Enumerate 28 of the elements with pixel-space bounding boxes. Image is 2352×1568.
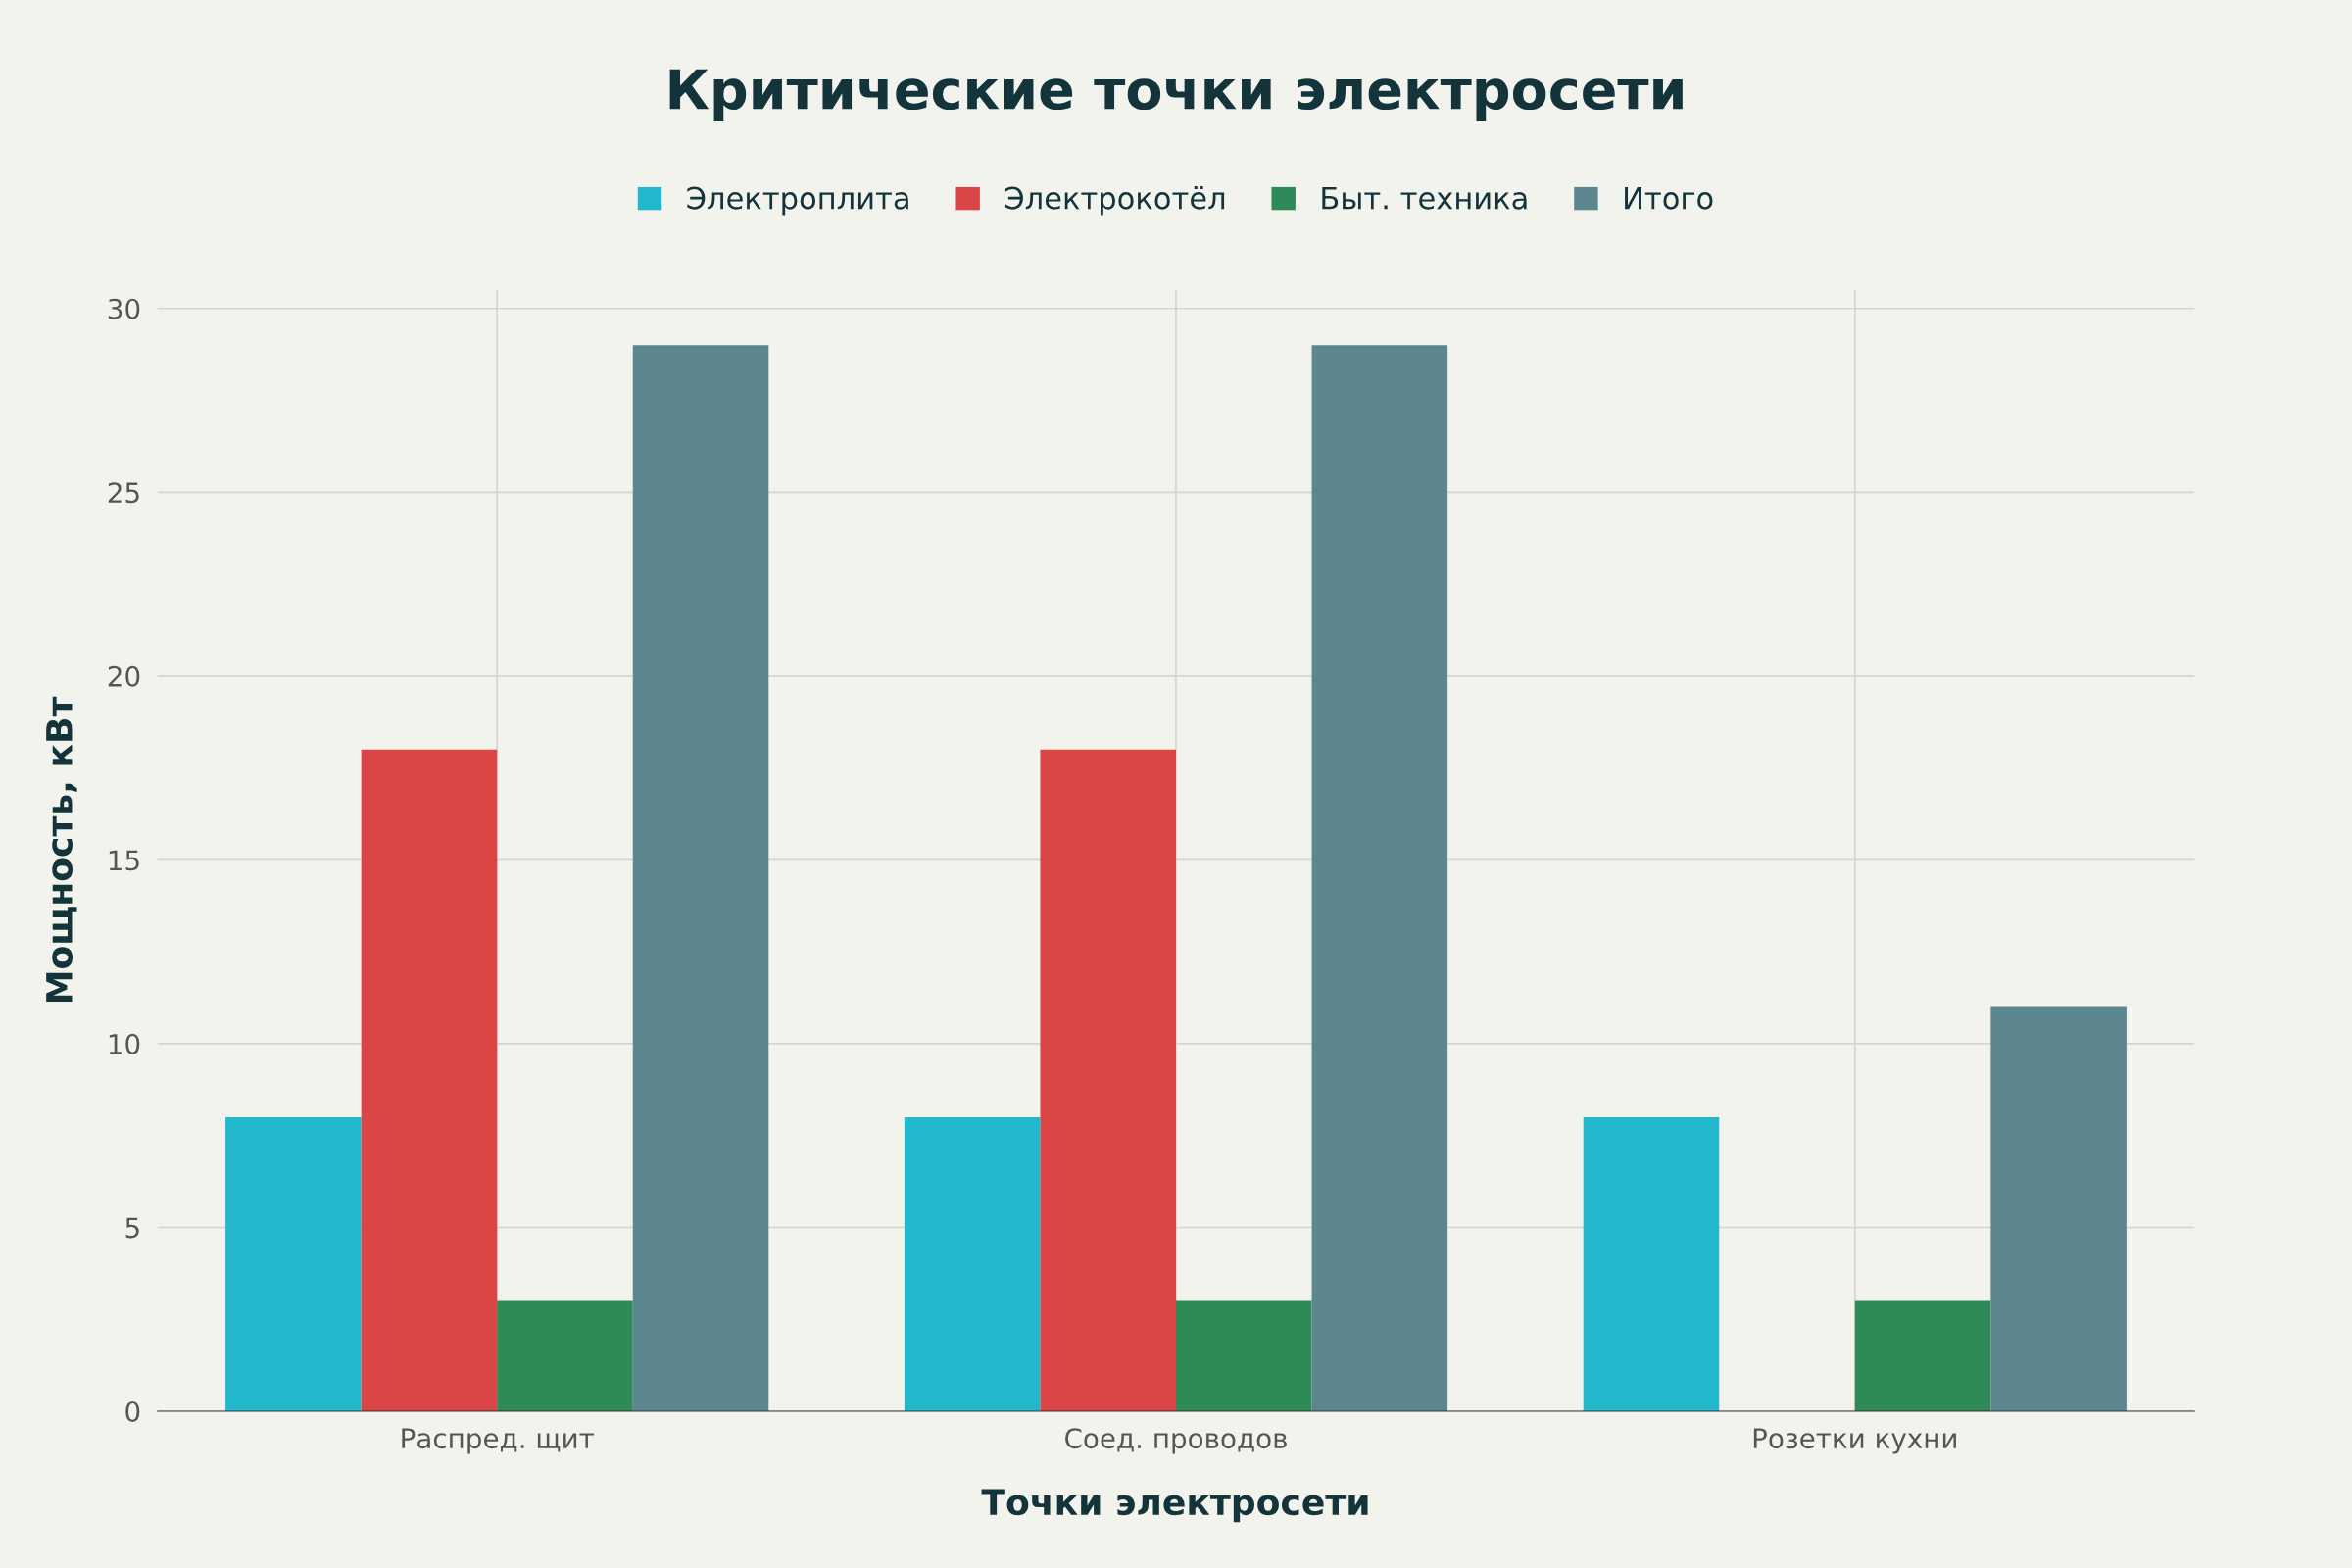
x-tick-label: Соед. проводов <box>1065 1428 1287 1454</box>
legend-label: Быт. техника <box>1322 186 1527 210</box>
legend-label: Электроплита <box>687 186 908 216</box>
y-tick-label: 20 <box>108 665 140 687</box>
y-tick-label: 15 <box>109 850 139 871</box>
legend-label: Итого <box>1625 186 1713 210</box>
y-axis-title: Мощность, кВт <box>46 696 77 1003</box>
x-tick-label: Распред. щит <box>402 1428 594 1454</box>
bar <box>904 1116 1041 1411</box>
y-tick-label: 10 <box>109 1033 140 1054</box>
y-tick-label: 0 <box>125 1400 140 1422</box>
bar <box>361 749 498 1411</box>
bar <box>225 1116 362 1411</box>
chart-title: Критические точки электросети <box>669 69 1683 121</box>
bar <box>1583 1116 1720 1411</box>
bar <box>497 1300 633 1411</box>
bar <box>1176 1300 1312 1411</box>
bar <box>632 345 769 1411</box>
bar <box>1854 1300 1991 1411</box>
legend-label: Электрокотёл <box>1004 186 1225 216</box>
bar <box>1040 749 1176 1411</box>
y-tick-label: 25 <box>108 482 139 504</box>
x-tick-label: Розетки кухни <box>1753 1428 1956 1454</box>
y-tick-label: 30 <box>108 298 140 319</box>
bar <box>1990 1006 2127 1411</box>
x-axis-title: Точки электросети <box>981 1489 1368 1523</box>
y-tick-label: 5 <box>125 1217 139 1239</box>
bar <box>1311 345 1448 1411</box>
